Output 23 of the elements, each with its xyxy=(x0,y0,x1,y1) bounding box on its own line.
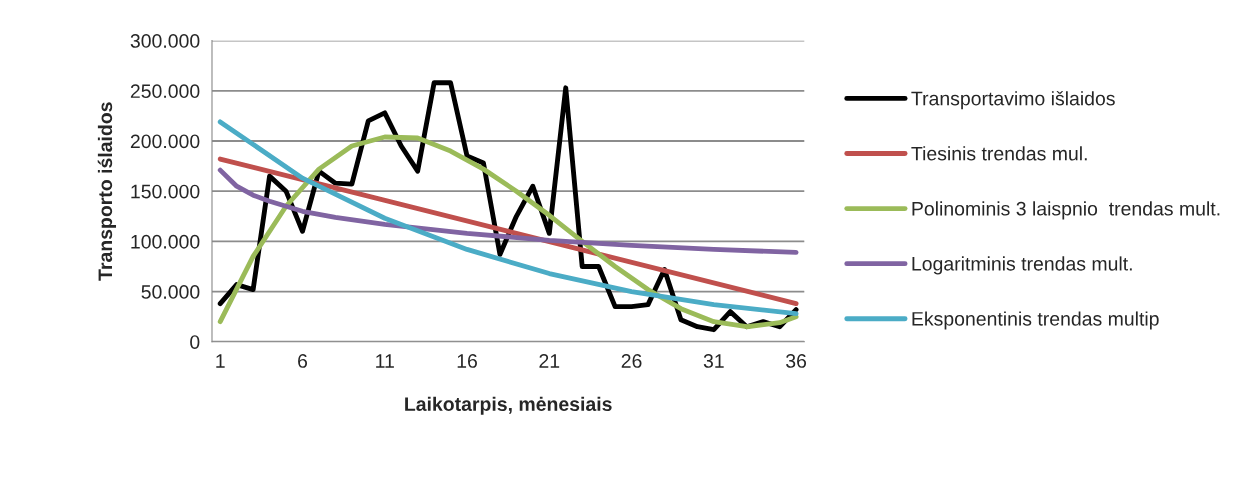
legend-label: Eksponentinis trendas multip xyxy=(912,311,1159,330)
y-tick-label: 250.000 xyxy=(130,84,200,99)
y-tick-label: 100.000 xyxy=(131,234,200,249)
y-tick-label: 50.000 xyxy=(141,285,200,299)
x-tick-label: 21 xyxy=(539,354,560,368)
x-tick-label: 1 xyxy=(216,354,225,368)
legend-label: Polinominis 3 laispnio trendas mult. xyxy=(912,201,1220,220)
x-tick-label: 31 xyxy=(703,354,724,368)
y-tick-label: 150.000 xyxy=(131,184,200,199)
x-tick-label: 26 xyxy=(621,354,642,368)
y-axis-title: Transporto iślaidos xyxy=(97,102,117,281)
y-tick-label: 200.000 xyxy=(130,134,200,149)
x-tick-label: 11 xyxy=(376,354,394,368)
x-tick-label: 6 xyxy=(298,354,308,368)
legend-label: Tiesinis trendas mul. xyxy=(911,146,1087,161)
x-axis-title: Laikotarpis, mėnesiais xyxy=(405,396,612,415)
line-series xyxy=(217,167,799,255)
y-tick-label: 300.000 xyxy=(130,34,200,48)
x-tick-label: 36 xyxy=(786,354,807,368)
x-tick-label: 16 xyxy=(457,354,477,368)
legend-label: Logaritminis trendas mult. xyxy=(912,256,1132,275)
legend-label: Transportavimo išlaidos xyxy=(911,91,1115,110)
y-tick-label: 0 xyxy=(190,335,200,350)
